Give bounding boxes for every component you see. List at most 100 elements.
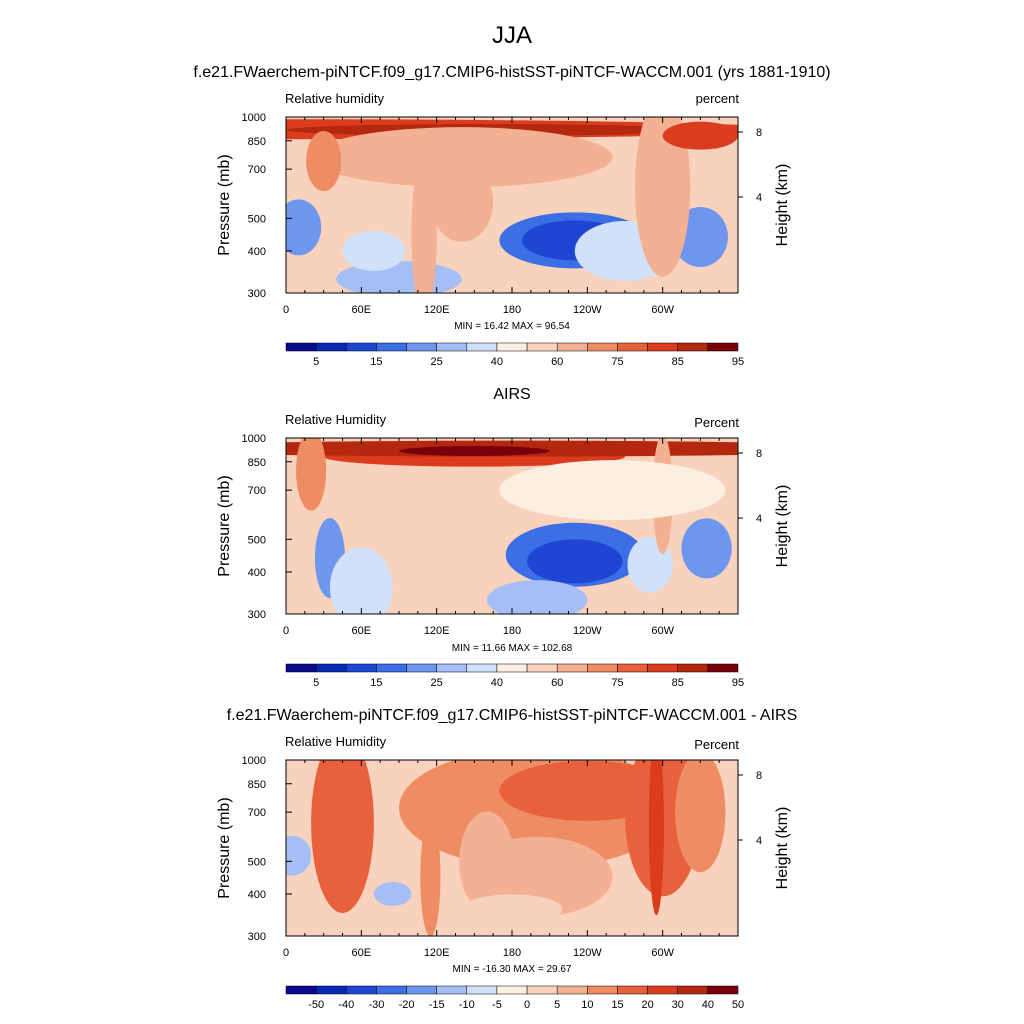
- colorbar-label: 30: [672, 999, 684, 1011]
- contour-region: [635, 117, 691, 277]
- colorbar-swatch: [587, 985, 618, 995]
- panel-1-variable-label: Relative humidity: [285, 91, 384, 106]
- panel-1-plot: 0 60E 120E 180 120W 60W 300 400 500 700 850 1000 8 4 5…: [242, 112, 763, 368]
- x-tick-label: 120W: [573, 304, 602, 316]
- colorbar-label: -50: [308, 999, 324, 1011]
- x-tick-label: 60W: [651, 625, 674, 637]
- panel-2-colorbar: 5 15 25 40 60 75 85 95: [285, 663, 744, 689]
- colorbar-swatch: [617, 342, 648, 352]
- x-tick-label: 180: [503, 947, 521, 959]
- colorbar-swatch: [436, 985, 468, 995]
- colorbar-swatch: [436, 663, 468, 673]
- colorbar-label: 95: [732, 677, 744, 689]
- colorbar-swatch: [436, 342, 468, 352]
- x-tick-label: 120E: [424, 304, 450, 316]
- panel-3-minmax: MIN = -16.30 MAX = 29.67: [452, 964, 572, 975]
- x-tick-label: 120E: [424, 947, 450, 959]
- colorbar-swatch: [647, 342, 678, 352]
- colorbar-label: -15: [429, 999, 445, 1011]
- colorbar-label: 40: [491, 356, 503, 368]
- colorbar-swatch: [466, 663, 498, 673]
- panel-3-plot: 0 60E 120E 180 120W 60W300400500700850100084-…: [242, 755, 763, 1011]
- panel-3-contour-field: [286, 760, 738, 936]
- colorbar-swatch: [647, 985, 678, 995]
- panel-2-title: AIRS: [493, 386, 531, 403]
- colorbar-label: -10: [459, 999, 475, 1011]
- colorbar-swatch: [526, 985, 558, 995]
- y2-tick-label: 8: [756, 770, 762, 782]
- panel-2-contour-field: [286, 438, 738, 614]
- colorbar-swatch: [556, 342, 588, 352]
- colorbar-swatch: [556, 985, 588, 995]
- colorbar-swatch: [315, 663, 347, 673]
- colorbar-label: 5: [313, 356, 319, 368]
- colorbar-label: 5: [554, 999, 560, 1011]
- colorbar-label: 85: [672, 356, 684, 368]
- colorbar-swatch: [617, 985, 648, 995]
- x-tick-label: 180: [503, 304, 521, 316]
- colorbar-swatch: [285, 342, 317, 352]
- y-tick-label: 500: [248, 534, 266, 546]
- colorbar-label: 20: [641, 999, 653, 1011]
- colorbar-label: 0: [524, 999, 530, 1011]
- colorbar-swatch: [707, 342, 739, 352]
- colorbar-swatch: [466, 985, 498, 995]
- y-tick-label: 300: [248, 288, 266, 300]
- colorbar-swatch: [617, 663, 648, 673]
- contour-region: [306, 131, 342, 192]
- colorbar-swatch: [376, 985, 407, 995]
- colorbar-label: 15: [370, 356, 382, 368]
- colorbar-label: 60: [551, 356, 563, 368]
- colorbar-label: 85: [672, 677, 684, 689]
- y-tick-label: 500: [248, 213, 266, 225]
- colorbar-swatch: [556, 663, 588, 673]
- colorbar-swatch: [707, 663, 739, 673]
- contour-region: [373, 881, 412, 906]
- contour-region: [499, 460, 726, 521]
- y-tick-label: 1000: [242, 433, 266, 445]
- y2-tick-label: 4: [756, 192, 762, 204]
- contour-region: [486, 580, 588, 614]
- contour-region: [420, 816, 441, 936]
- contour-region: [411, 153, 437, 293]
- x-tick-label: 60W: [651, 304, 674, 316]
- panel-3-title: f.e21.FWaerchem-piNTCF.f09_g17.CMIP6-his…: [226, 707, 798, 724]
- panel-2-variable-label: Relative Humidity: [285, 412, 387, 427]
- contour-region: [681, 518, 732, 579]
- contour-region: [296, 438, 327, 511]
- colorbar-label: -30: [368, 999, 384, 1011]
- colorbar-swatch: [526, 663, 558, 673]
- panel-1-minmax: MIN = 16.42 MAX = 96.54: [454, 321, 570, 332]
- colorbar-label: 50: [732, 999, 744, 1011]
- colorbar-swatch: [406, 663, 437, 673]
- y2-tick-label: 4: [756, 835, 762, 847]
- x-tick-label: 60W: [651, 947, 674, 959]
- colorbar-label: 25: [431, 677, 443, 689]
- x-tick-label: 60E: [352, 625, 372, 637]
- x-tick-label: 60E: [352, 304, 372, 316]
- colorbar-label: 15: [611, 999, 623, 1011]
- y2-tick-label: 8: [756, 448, 762, 460]
- contour-region: [648, 760, 664, 916]
- colorbar-swatch: [587, 663, 618, 673]
- contour-region: [461, 894, 563, 925]
- colorbar-label: -5: [492, 999, 502, 1011]
- colorbar-label: -20: [399, 999, 415, 1011]
- colorbar-label: 60: [551, 677, 563, 689]
- y-tick-label: 300: [248, 931, 266, 943]
- x-tick-label: 0: [283, 625, 289, 637]
- colorbar-swatch: [496, 985, 528, 995]
- colorbar-label: 95: [732, 356, 744, 368]
- y2-tick-label: 8: [756, 127, 762, 139]
- colorbar-label: 75: [611, 356, 623, 368]
- x-tick-label: 0: [283, 947, 289, 959]
- colorbar-swatch: [376, 663, 407, 673]
- contour-region: [342, 230, 406, 271]
- colorbar-swatch: [406, 342, 437, 352]
- colorbar-swatch: [376, 342, 407, 352]
- panel-2-minmax: MIN = 11.66 MAX = 102.68: [451, 643, 573, 654]
- contour-region: [459, 811, 515, 912]
- y-tick-label: 500: [248, 856, 266, 868]
- colorbar-swatch: [285, 985, 317, 995]
- y-tick-label: 850: [248, 457, 266, 469]
